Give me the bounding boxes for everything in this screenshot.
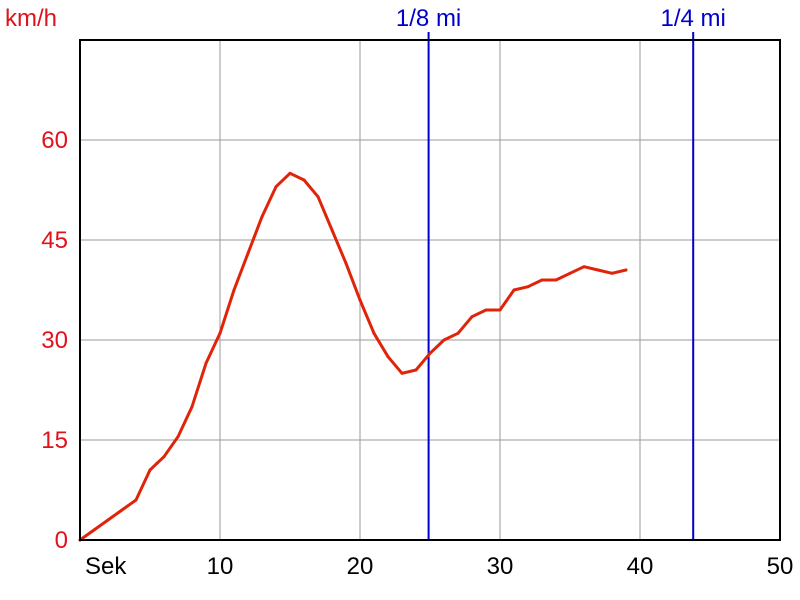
series-layer: [78, 171, 628, 542]
speed-data-point: [204, 361, 208, 365]
x-tick-label: 10: [207, 553, 234, 580]
speed-data-point: [232, 288, 236, 292]
speed-data-point: [582, 265, 586, 269]
speed-data-point: [498, 308, 502, 312]
speed-data-point: [344, 261, 348, 265]
speed-data-point: [246, 251, 250, 255]
speed-data-point: [372, 331, 376, 335]
speed-data-point: [386, 355, 390, 359]
grid: [80, 40, 780, 540]
x-tick-label: 30: [487, 553, 514, 580]
x-tick-label: 40: [627, 553, 654, 580]
speed-data-point: [155, 461, 159, 465]
speed-data-point: [596, 268, 600, 272]
y-tick-label: 60: [41, 127, 68, 154]
speed-data-point: [512, 288, 516, 292]
y-tick-label: 30: [41, 327, 68, 354]
speed-data-point: [288, 171, 292, 175]
speed-data-point: [442, 338, 446, 342]
speed-data-point: [554, 278, 558, 282]
x-tick-label: 20: [347, 553, 374, 580]
speed-data-point: [134, 498, 138, 502]
speed-data-point: [274, 185, 278, 189]
speed-data-point: [218, 331, 222, 335]
speed-data-point: [428, 351, 432, 355]
speed-data-point: [456, 331, 460, 335]
speed-data-point: [148, 468, 152, 472]
y-tick-label: 0: [55, 527, 68, 554]
speed-data-point: [162, 455, 166, 459]
speed-data-point: [92, 528, 96, 532]
distance-marker-label: 1/4 mi: [661, 5, 726, 32]
speed-data-point: [540, 278, 544, 282]
plot-frame: [79, 39, 781, 541]
speed-data-point: [120, 508, 124, 512]
distance-marker-label: 1/8 mi: [396, 5, 461, 32]
speed-data-point: [400, 371, 404, 375]
y-tick-label: 45: [41, 227, 68, 254]
speed-data-point: [484, 308, 488, 312]
distance-markers: 1/8 mi 1/4 mi: [396, 5, 726, 540]
speed-data-point: [470, 315, 474, 319]
y-tick-label: 15: [41, 427, 68, 454]
speed-data-point: [568, 271, 572, 275]
x-axis-ticks: 10 20 30 40 50: [207, 553, 794, 580]
speed-data-point: [610, 271, 614, 275]
x-tick-label: 50: [767, 553, 794, 580]
x-axis-unit-label: Sek: [85, 553, 127, 580]
speed-data-point: [316, 195, 320, 199]
speed-data-point: [526, 285, 530, 289]
speed-data-point: [358, 298, 362, 302]
speed-data-point: [190, 405, 194, 409]
speed-data-point: [302, 178, 306, 182]
speed-data-point: [176, 435, 180, 439]
speed-data-point: [106, 518, 110, 522]
speed-data-point: [624, 268, 628, 272]
y-axis-unit-label: km/h: [5, 5, 57, 32]
speed-data-point: [330, 228, 334, 232]
speed-data-point: [414, 368, 418, 372]
y-axis-ticks: 0 15 30 45 60: [41, 127, 68, 554]
speed-data-point: [260, 215, 264, 219]
